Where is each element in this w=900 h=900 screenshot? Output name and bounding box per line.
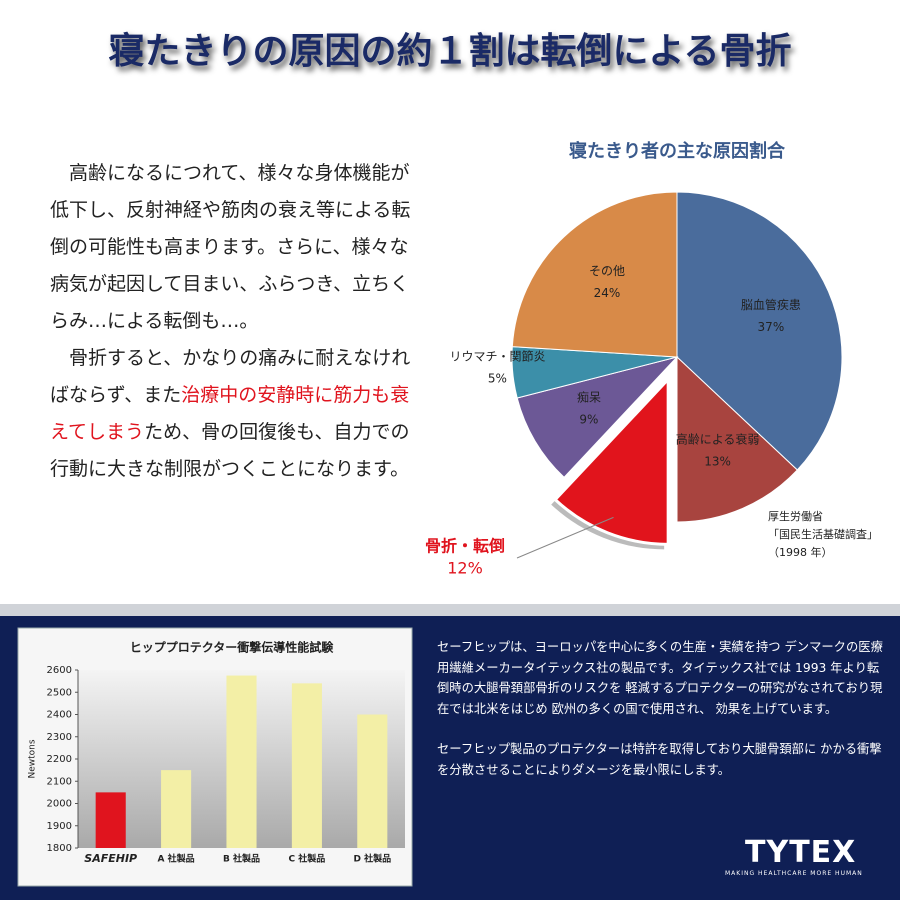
leader-line <box>516 516 614 559</box>
y-tick-label: 2200 <box>47 754 72 765</box>
pie-slice <box>553 375 670 546</box>
x-tick-label: A 社製品 <box>158 853 195 865</box>
logo-tagline: MAKING HEALTHCARE MORE HUMAN <box>725 870 863 877</box>
slice-value: 5% <box>488 371 507 385</box>
y-tick-label: 2400 <box>47 710 72 721</box>
slice-label: 高齢による衰弱 <box>676 431 760 446</box>
source-note: 「国民生活基礎調査」 <box>768 527 878 541</box>
bar <box>357 714 388 848</box>
y-axis-label: Newtons <box>28 739 38 778</box>
y-tick-label: 1800 <box>47 843 72 854</box>
y-tick-label: 2000 <box>47 799 72 810</box>
slice-label: 骨折・転倒 <box>425 537 505 556</box>
slice-value: 13% <box>704 454 731 468</box>
x-tick-label: B 社製品 <box>223 853 260 865</box>
bar <box>291 683 322 848</box>
y-tick-label: 1900 <box>47 821 72 832</box>
slice-label: 痴呆 <box>577 390 601 405</box>
headline: 寝たきりの原因の約１割は転倒による骨折 <box>108 31 792 72</box>
source-note: （1998 年） <box>768 545 833 559</box>
slice-value: 24% <box>594 286 621 300</box>
bar-title: ヒッププロテクター衝撃伝導性能試験 <box>130 640 335 655</box>
paragraph: 高齢になるにつれて、様々な身体機能が低下し、反射神経や筋肉の衰え等による転倒の可… <box>50 155 418 340</box>
slice-label: その他 <box>589 264 625 278</box>
divider <box>0 604 900 616</box>
slice-value: 12% <box>447 559 483 578</box>
text-run: 高齢になるにつれて、様々な身体機能が低下し、反射神経や筋肉の衰え等による転倒の可… <box>50 162 411 332</box>
description: セーフヒップは、ヨーロッパを中心に多くの生産・実績を持つ デンマークの医療用繊維… <box>437 637 887 800</box>
bar <box>226 675 257 848</box>
slice-value: 9% <box>579 413 598 427</box>
pie-slice <box>676 191 843 471</box>
x-tick-label: SAFEHIP <box>84 852 137 865</box>
y-tick-label: 2600 <box>47 665 72 676</box>
pie-slice <box>676 355 798 523</box>
logo: TYTEX <box>745 835 857 870</box>
source-note: 厚生労働省 <box>768 509 823 523</box>
text-run: 治療中の安静時に筋力も衰えてしまう <box>50 384 410 443</box>
y-tick-label: 2100 <box>47 776 72 787</box>
pie-slice <box>516 356 679 478</box>
slice-label: 脳血管疾患 <box>741 297 801 312</box>
pie-title: 寝たきり者の主な原因割合 <box>569 140 786 162</box>
text-run: ため、骨の回復後も、自力での行動に大きな制限がつくことになります。 <box>50 421 410 480</box>
slice-value: 37% <box>758 320 785 334</box>
slice-label: リウマチ・関節炎 <box>449 348 545 363</box>
paragraph: 骨折すると、かなりの痛みに耐えなければならず、また治療中の安静時に筋力も衰えてし… <box>50 340 418 488</box>
bar <box>95 792 126 848</box>
pie-slice <box>511 191 678 358</box>
paragraph: セーフヒップ製品のプロテクターは特許を取得しており大腿骨頚部に かかる衝撃を分散… <box>437 742 882 777</box>
y-tick-label: 2500 <box>47 687 72 698</box>
x-tick-label: C 社製品 <box>289 853 326 865</box>
y-tick-label: 2300 <box>47 732 72 743</box>
x-tick-label: D 社製品 <box>353 853 391 865</box>
text-run: 骨折すると、かなりの痛みに耐えなければならず、また <box>50 347 411 406</box>
paragraph: セーフヒップは、ヨーロッパを中心に多くの生産・実績を持つ デンマークの医療用繊維… <box>437 640 883 716</box>
bar <box>161 770 192 848</box>
body-text: 高齢になるにつれて、様々な身体機能が低下し、反射神経や筋肉の衰え等による転倒の可… <box>50 155 418 488</box>
